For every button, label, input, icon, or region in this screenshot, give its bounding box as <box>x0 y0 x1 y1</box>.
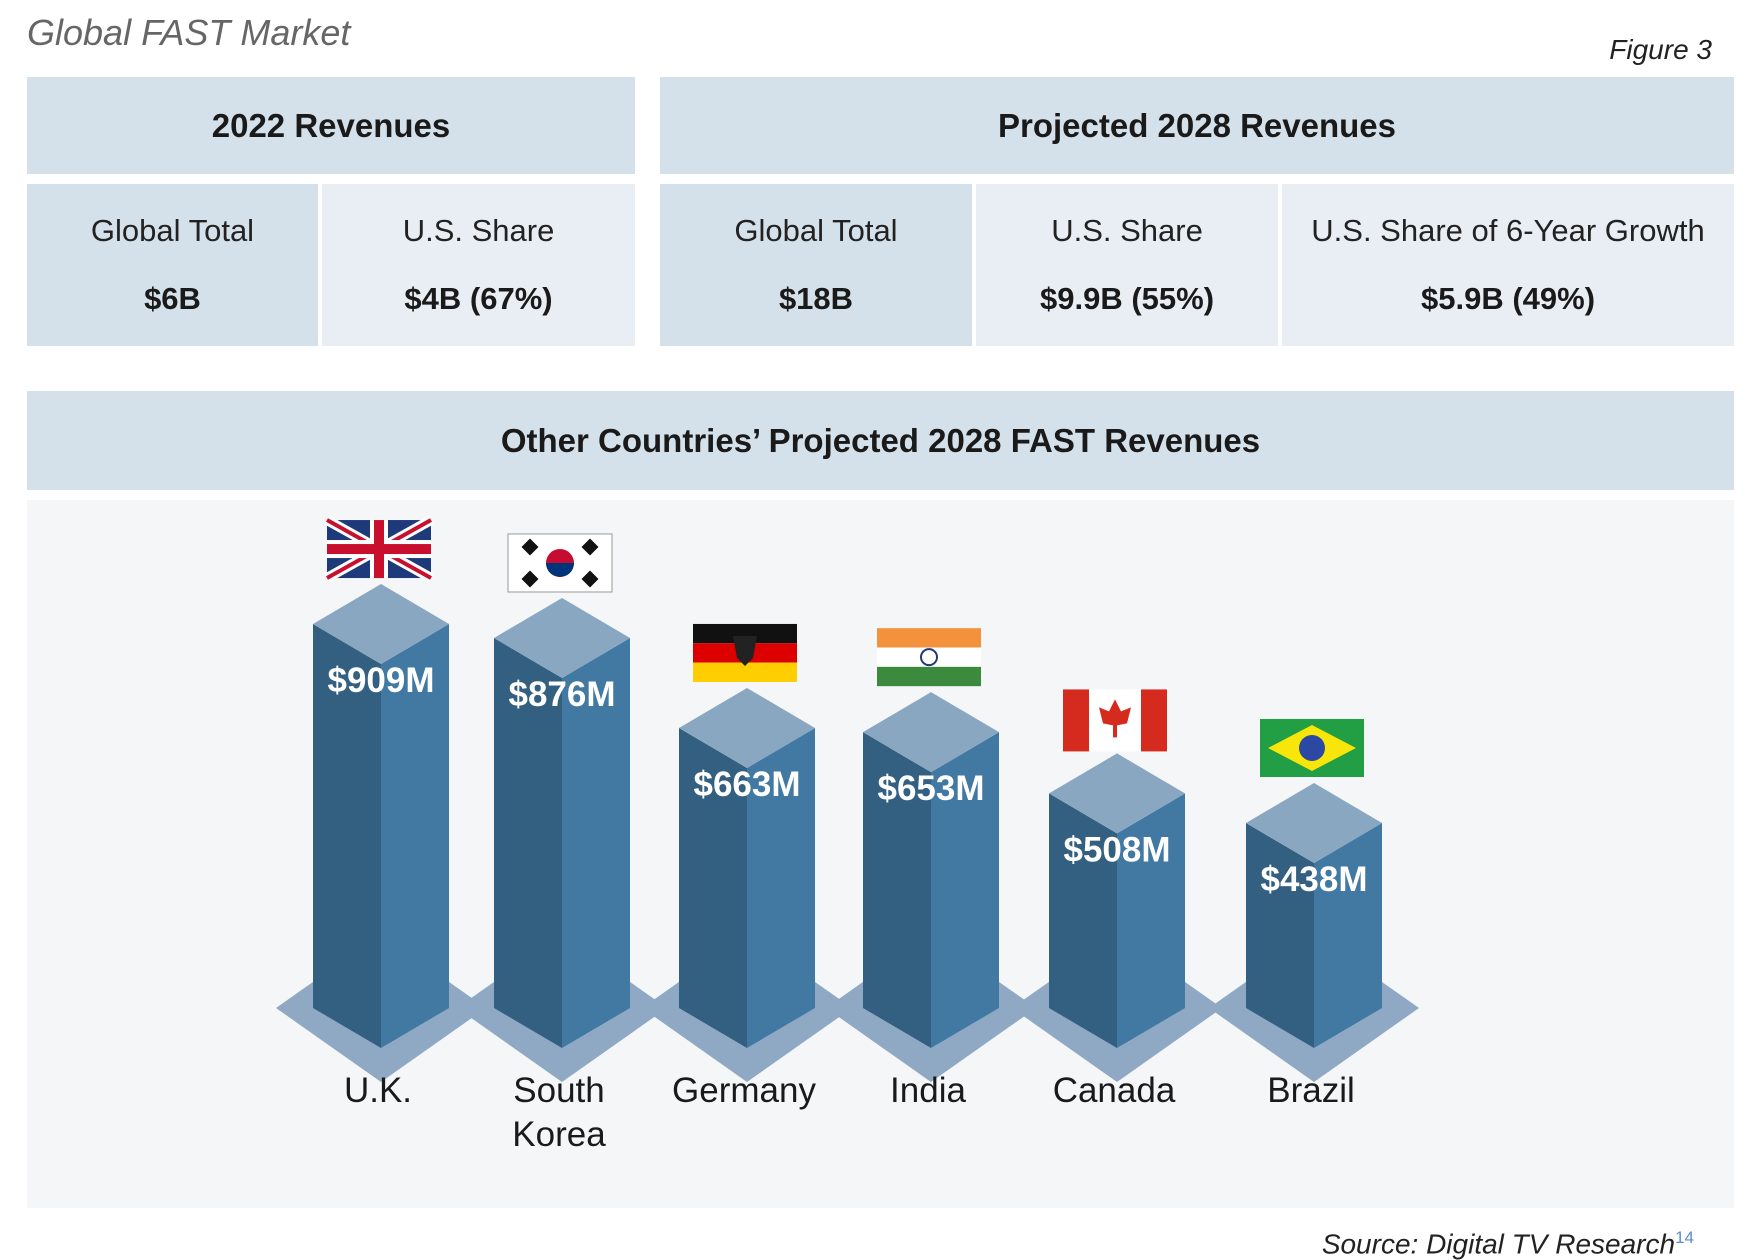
revenues-2022-global-total: Global Total $6B <box>27 184 318 346</box>
cell-value: $18B <box>778 281 854 316</box>
figure-label: Figure 3 <box>1609 34 1712 65</box>
category-label: India <box>890 1071 966 1110</box>
chart-heading: Other Countries’ Projected 2028 FAST Rev… <box>27 391 1734 490</box>
bar-top-face <box>313 584 449 665</box>
bar-top-face <box>494 597 630 678</box>
category-label: South <box>513 1071 604 1110</box>
cell-value: $5.9B (49%) <box>1420 281 1596 316</box>
germany-flag-icon <box>693 623 797 682</box>
category-label: U.K. <box>344 1071 412 1110</box>
uk-flag-icon <box>324 515 434 583</box>
cell-label: U.S. Share <box>402 213 555 248</box>
footnote-marker: 14 <box>1675 1228 1694 1247</box>
revenues-2022-us-share: U.S. Share $4B (67%) <box>322 184 635 346</box>
cell-value: $4B (67%) <box>404 281 553 316</box>
cell-value: $9.9B (55%) <box>1039 281 1215 316</box>
revenues-2028-us-growth-share: U.S. Share of 6-Year Growth $5.9B (49%) <box>1282 184 1734 346</box>
bar-right-face <box>1314 822 1382 1048</box>
cell-label: Global Total <box>90 213 255 248</box>
revenues-2028-us-share: U.S. Share $9.9B (55%) <box>976 184 1278 346</box>
bar-top-face <box>1049 753 1185 834</box>
data-label: $438M <box>1260 860 1367 899</box>
south-korea-flag-icon <box>507 533 613 593</box>
bar-right-face <box>562 637 630 1048</box>
bar-right-face <box>931 732 999 1048</box>
bar-brazil <box>1246 822 1314 1048</box>
revenues-2028-global-total: Global Total $18B <box>660 184 972 346</box>
source-note: Source: Digital TV Research14 <box>1322 1228 1694 1260</box>
brazil-flag-icon <box>1260 718 1364 777</box>
bar-right-face <box>747 727 815 1048</box>
data-label: $653M <box>877 769 984 808</box>
revenues-2028-heading-text: Projected 2028 Revenues <box>997 106 1397 144</box>
data-label: $508M <box>1063 830 1170 869</box>
category-label: Brazil <box>1267 1071 1355 1110</box>
bar-canada <box>1049 793 1117 1048</box>
bar-south-korea <box>494 637 562 1048</box>
data-label: $909M <box>327 661 434 700</box>
revenue-bar-chart: $909M U.K. $876M South Korea $663M Germany $653… <box>276 515 1419 1154</box>
category-label: Germany <box>672 1071 816 1110</box>
data-label: $876M <box>508 675 615 714</box>
revenues-2022-heading-text: 2022 Revenues <box>211 106 451 144</box>
category-label: Korea <box>512 1115 606 1154</box>
cell-value: $6B <box>144 281 201 316</box>
bar-india <box>863 732 931 1048</box>
revenues-2022-heading: 2022 Revenues <box>27 77 635 174</box>
chart-panel: $909M U.K. $876M South Korea $663M Germany $653… <box>27 500 1734 1208</box>
bar-u-k- <box>313 624 381 1048</box>
india-flag-icon <box>877 628 981 687</box>
bar-top-face <box>679 687 815 768</box>
page-title: Global FAST Market <box>27 12 351 53</box>
bar-top-face <box>863 692 999 773</box>
chart-title: Other Countries’ Projected 2028 FAST Rev… <box>500 421 1261 459</box>
cell-label: Global Total <box>734 213 898 248</box>
revenues-2028-heading: Projected 2028 Revenues <box>660 77 1734 174</box>
canada-flag-icon <box>1063 689 1167 752</box>
cell-label: U.S. Share of 6-Year Growth <box>1311 213 1705 248</box>
bar-right-face <box>381 624 449 1048</box>
cell-label: U.S. Share <box>1051 213 1203 248</box>
data-label: $663M <box>693 765 800 804</box>
bar-top-face <box>1246 782 1382 863</box>
bar-right-face <box>1117 793 1185 1048</box>
category-label: Canada <box>1053 1071 1176 1110</box>
source-text: Source: Digital TV Research <box>1321 1228 1676 1260</box>
bar-germany <box>679 727 747 1048</box>
